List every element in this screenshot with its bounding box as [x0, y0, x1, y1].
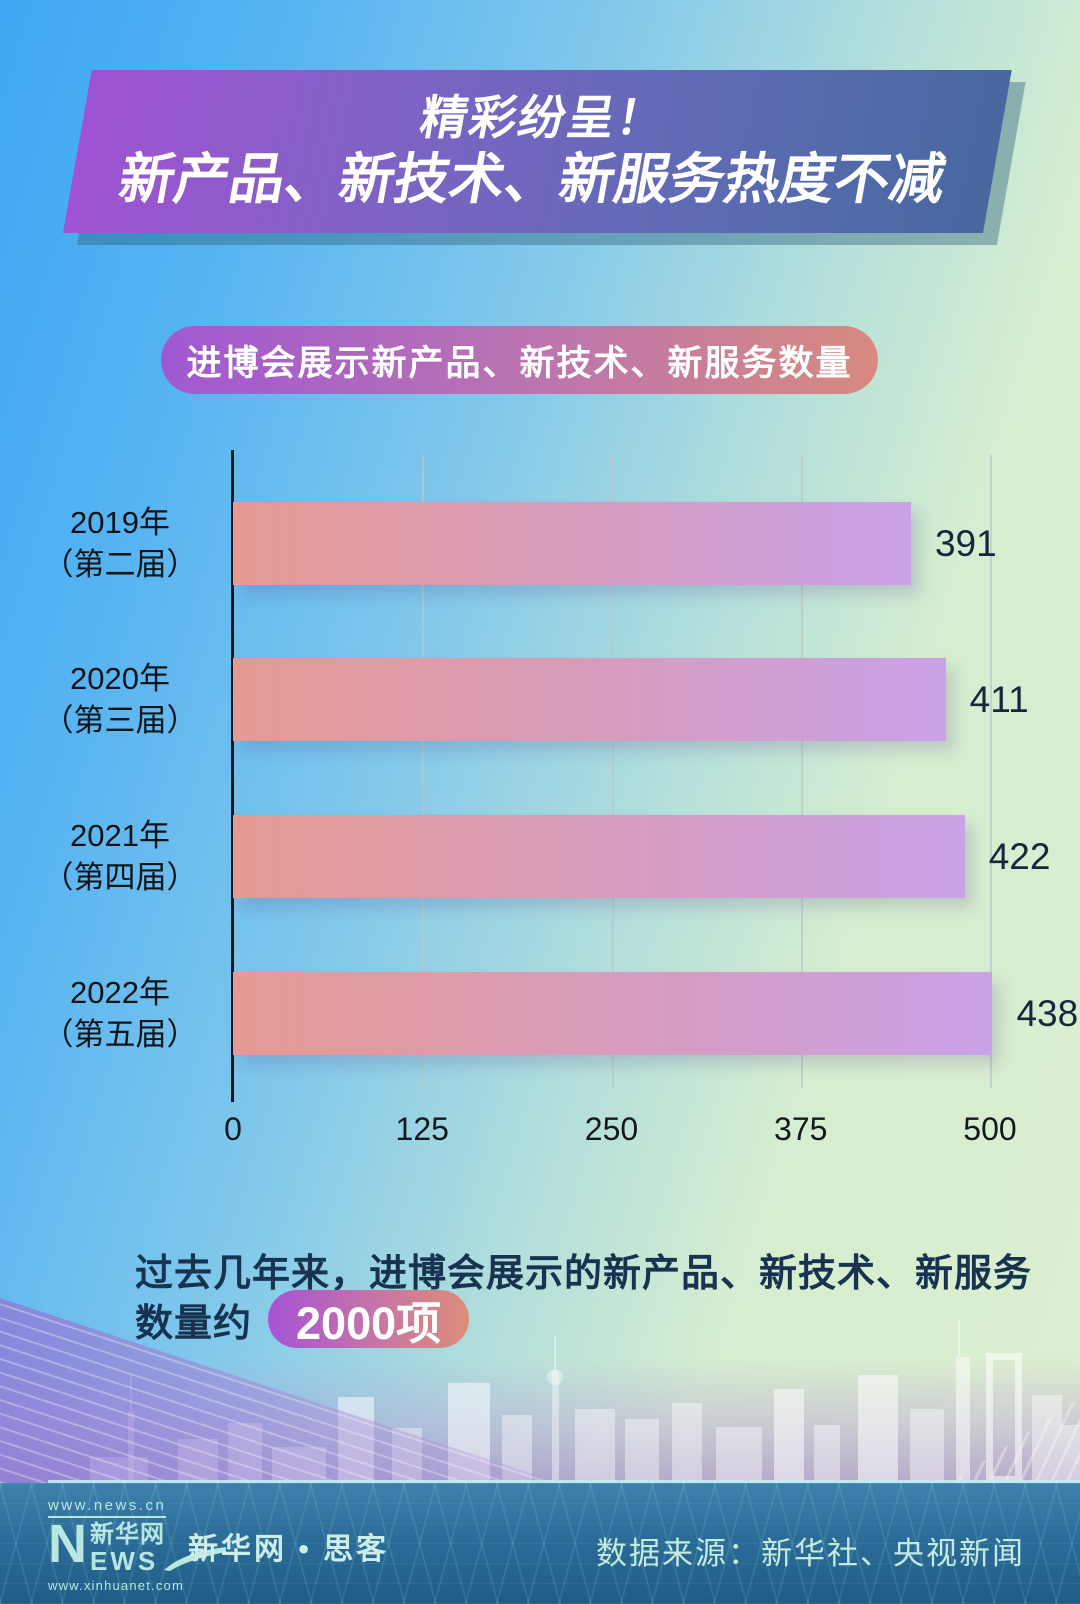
note-highlight-pill: 2000项: [268, 1290, 470, 1349]
note-line1: 过去几年来，进博会展示的新产品、新技术、新服务: [135, 1253, 1033, 1295]
data-source-text: 数据来源：新华社、央视新闻: [596, 1536, 1025, 1571]
bar-value-2020: 411: [969, 678, 1029, 720]
gridline-250: [611, 455, 614, 1088]
building: [774, 1389, 804, 1483]
xtick-125: 125: [395, 1111, 449, 1147]
xtick-375: 375: [774, 1111, 828, 1147]
ylabel-2022: 2022年 （第五届）: [30, 972, 210, 1055]
bar-row-2020: 411: [233, 658, 1080, 741]
ylabel-year: 2022年: [70, 974, 170, 1010]
note-line2: 数量约 2000项: [135, 1288, 470, 1350]
xtick-0: 0: [224, 1111, 242, 1147]
bar-row-2021: 422: [233, 815, 1080, 898]
logo-ews: EWS: [90, 1546, 159, 1577]
logo-url-bottom: www.xinhuanet.com: [48, 1577, 185, 1593]
title-banner: 精彩纷呈！ 新产品、新技术、新服务热度不减: [63, 70, 1012, 233]
logo-main: N 新华网 EWS: [48, 1514, 226, 1577]
gridline-500: [990, 455, 992, 1088]
bar-2021: [233, 815, 965, 898]
building: [814, 1425, 840, 1483]
bar-2019: [233, 502, 911, 585]
ylabel-2021: 2021年 （第四届）: [30, 815, 210, 898]
gridline-125: [422, 455, 425, 1088]
bar-value-2022: 438: [1016, 992, 1079, 1034]
logo-swoosh-icon: [164, 1546, 226, 1571]
ylabel-2020: 2020年 （第三届）: [30, 658, 210, 741]
bar-2022: [233, 972, 993, 1055]
ylabel-session: （第二届）: [42, 546, 198, 582]
building: [672, 1403, 702, 1483]
bar-chart-plot: 391 411 422 438 0 125 250 375 500: [224, 450, 1078, 1147]
building: [910, 1409, 944, 1483]
ylabel-year: 2019年: [70, 504, 170, 540]
ylabel-2019: 2019年 （第二届）: [30, 502, 210, 585]
bar-row-2022: 438: [233, 972, 1080, 1055]
xtick-500: 500: [963, 1111, 1017, 1147]
bar-value-2019: 391: [934, 522, 997, 564]
logo-chinese: 新华网: [90, 1521, 165, 1548]
building: [858, 1375, 898, 1483]
ylabel-year: 2020年: [70, 660, 170, 696]
banner-line1: 精彩纷呈！: [416, 91, 671, 145]
footer: [0, 1483, 1080, 1604]
swfc-tower: [986, 1353, 1022, 1483]
chart-title-pill: 进博会展示新产品、新技术、新服务数量: [161, 326, 878, 394]
building: [716, 1427, 762, 1483]
spire-tower: [956, 1321, 970, 1483]
brand-text: 新华网 • 思客: [188, 1533, 390, 1566]
ylabel-year: 2021年: [70, 817, 170, 853]
logo-url-top: www.news.cn: [48, 1497, 167, 1518]
bar-row-2019: 391: [233, 502, 1080, 585]
pearl-tower: [547, 1335, 563, 1483]
bar-2020: [233, 658, 946, 741]
building: [575, 1409, 615, 1483]
ylabel-session: （第五届）: [42, 1016, 198, 1052]
ylabel-session: （第三届）: [42, 702, 198, 738]
footer-divider-line: [48, 1480, 1080, 1483]
ylabel-session: （第四届）: [42, 859, 198, 895]
xinhuanet-logo: www.news.cn N 新华网 EWS www.xinhuanet.com: [48, 1497, 226, 1593]
bar-value-2021: 422: [988, 835, 1051, 877]
logo-letter-n: N: [48, 1514, 87, 1574]
banner-line2: 新产品、新技术、新服务热度不减: [114, 147, 951, 210]
gridline-375: [800, 455, 803, 1088]
note-prefix: 数量约: [135, 1302, 253, 1345]
y-axis-line: [231, 450, 234, 1102]
xtick-250: 250: [584, 1111, 639, 1147]
building: [1032, 1395, 1062, 1483]
building: [625, 1419, 659, 1483]
building: [1062, 1425, 1080, 1483]
